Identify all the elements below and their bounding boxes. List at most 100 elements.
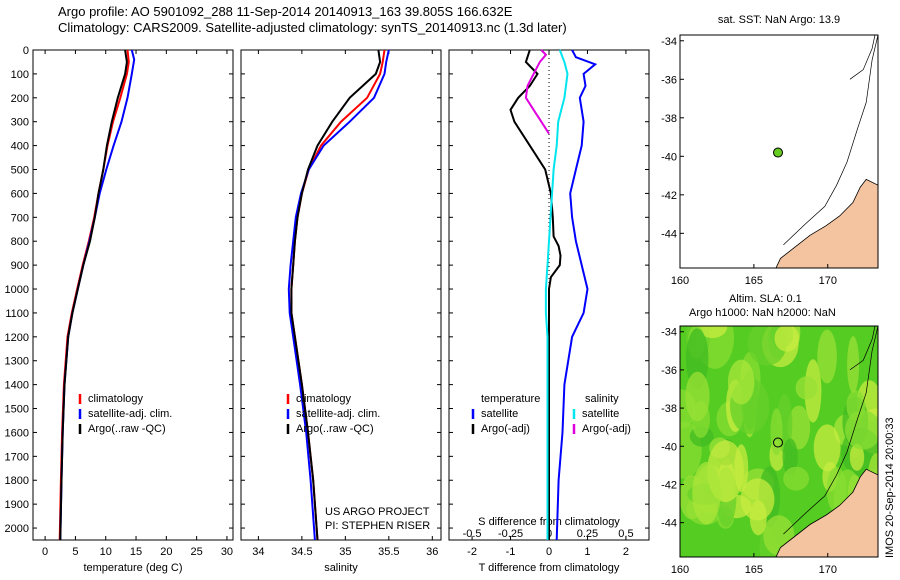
heatmap-cell (692, 462, 721, 525)
y-tick-label: 2000 (5, 523, 29, 535)
heatmap-cell (727, 359, 755, 405)
x-tick-label: 170 (819, 564, 837, 576)
heatmap-cell (813, 424, 841, 472)
x-tick-label: 20 (160, 546, 172, 558)
profile-panel-2: 34 34.5 35 35.5 36 salinity climatology satelli… (240, 49, 442, 574)
y-tick-label: 0 (23, 45, 29, 57)
legend-label: Argo(-adj) (481, 423, 530, 435)
map-content (680, 326, 878, 557)
x-tick-label: 160 (671, 275, 689, 287)
heatmap-cell (787, 405, 811, 450)
x-axis-label: T difference from climatology (479, 562, 620, 574)
s-tick-label: -0.5 (463, 528, 482, 540)
series-line-2 (509, 49, 562, 540)
imos-timestamp: IMOS 20-Sep-2014 20:00:33 (884, 417, 896, 558)
legend-label: climatology (296, 393, 352, 405)
y-tick-label: 1700 (5, 451, 29, 463)
map-title-line2: Argo h1000: NaN h2000: NaN (689, 307, 836, 319)
map-title-line1: Altim. SLA: 0.1 (729, 293, 802, 305)
y-tick-label: 1200 (5, 332, 29, 344)
depth-contour (849, 35, 876, 80)
x-tick-label: 34.5 (291, 546, 312, 558)
float-location-marker (772, 147, 783, 158)
depth-contour (783, 35, 878, 246)
x-tick-label: 34 (252, 546, 264, 558)
y-tick-label: 800 (11, 236, 29, 248)
x-tick-label: 30 (221, 546, 233, 558)
float-location-marker (772, 437, 783, 448)
heatmap-cell (783, 466, 809, 491)
legend-label: satellite (481, 408, 518, 420)
map-panel-2: 160 165 170 -34 -36 -38 -40 -42 -44 Altim. SLA: 0… (661, 293, 879, 576)
series-line-3 (290, 49, 382, 541)
y-tick-label: 500 (11, 165, 29, 177)
x-tick-label: 170 (819, 275, 837, 287)
legend-title-temperature: temperature (481, 393, 540, 405)
legend-label: Argo(..raw -QC) (88, 423, 166, 435)
x-tick-label: 160 (671, 564, 689, 576)
heatmap-cell (847, 336, 860, 394)
y-tick-label: 1800 (5, 475, 29, 487)
heatmap-cell (770, 408, 783, 456)
y-tick-label: -40 (661, 441, 677, 453)
y-tick-label: 1000 (5, 284, 29, 296)
y-tick-label: 1100 (5, 308, 29, 320)
heatmap-cell (774, 326, 800, 352)
s-tick-label: -0.25 (498, 528, 523, 540)
legend-label: climatology (88, 393, 144, 405)
coastline-land (775, 178, 878, 268)
x-tick-label: 35 (339, 546, 351, 558)
legend-label: Argo(-adj) (582, 423, 631, 435)
y-tick-label: 300 (11, 117, 29, 129)
legend-label: satellite (582, 408, 619, 420)
x-tick-label: 0 (42, 546, 48, 558)
x-tick-label: 165 (745, 275, 763, 287)
y-tick-label: -34 (661, 327, 677, 339)
series-line-3 (544, 49, 569, 540)
legend-label: Argo(..raw -QC) (296, 423, 374, 435)
map-panel-1: 160 165 170 -34 -36 -38 -40 -42 -44 sat. SST: NaN… (661, 14, 879, 287)
x-axis-label: temperature (deg C) (83, 562, 182, 574)
y-tick-label: -42 (661, 190, 677, 202)
y-tick-label: 900 (11, 260, 29, 272)
y-tick-label: 200 (11, 93, 29, 105)
y-tick-label: -36 (661, 74, 677, 86)
y-tick-label: 600 (11, 188, 29, 200)
heatmap-cell (685, 371, 710, 422)
x-tick-label: 2 (623, 546, 629, 558)
map-title: sat. SST: NaN Argo: 13.9 (718, 14, 840, 26)
figure-title-line1: Argo profile: AO 5901092_288 11-Sep-2014… (58, 4, 513, 19)
heatmap-cell (734, 444, 749, 493)
x-tick-label: 15 (130, 546, 142, 558)
y-tick-label: -38 (661, 403, 677, 415)
heatmap-cell (685, 328, 709, 390)
y-tick-label: -34 (661, 36, 677, 48)
y-tick-label: 700 (11, 212, 29, 224)
y-tick-label: 1900 (5, 499, 29, 511)
y-tick-label: -44 (661, 518, 677, 530)
x-tick-label: 36 (426, 546, 438, 558)
y-tick-label: 1300 (5, 356, 29, 368)
coastline-land (775, 468, 878, 557)
map-frame (679, 34, 879, 269)
x-axis-label: salinity (324, 562, 358, 574)
plot-frame (32, 49, 234, 541)
plot-frame (240, 49, 442, 541)
s-tick-label: 0.5 (618, 528, 633, 540)
heatmap-cell (795, 376, 818, 400)
x-tick-label: 1 (584, 546, 590, 558)
y-tick-label: 400 (11, 141, 29, 153)
project-annotation: PI: STEPHEN RISER (325, 520, 430, 532)
y-tick-label: -38 (661, 113, 677, 125)
x-tick-label: 35.5 (378, 546, 399, 558)
s-tick-label: 0.25 (577, 528, 598, 540)
heatmap-cell (697, 326, 728, 339)
legend-label: satellite-adj. clim. (296, 408, 380, 420)
profile-panel-1: 0100200300400500600700800900100011001200… (5, 45, 234, 574)
x-tick-label: 0 (546, 546, 552, 558)
map-frame (679, 325, 879, 558)
x-tick-label: 25 (191, 546, 203, 558)
x-tick-label: -1 (506, 546, 516, 558)
